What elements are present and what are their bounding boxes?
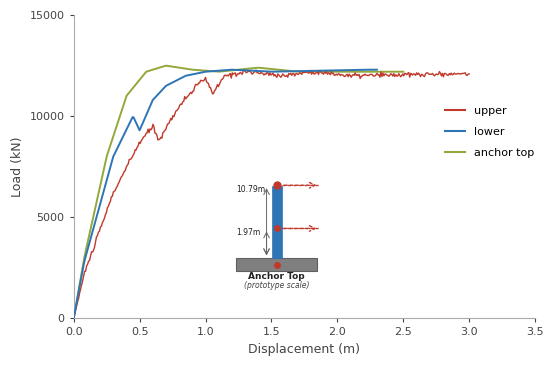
Y-axis label: Load (kN): Load (kN) [11, 137, 24, 197]
Legend: upper, lower, anchor top: upper, lower, anchor top [445, 106, 534, 158]
X-axis label: Displacement (m): Displacement (m) [249, 343, 360, 356]
